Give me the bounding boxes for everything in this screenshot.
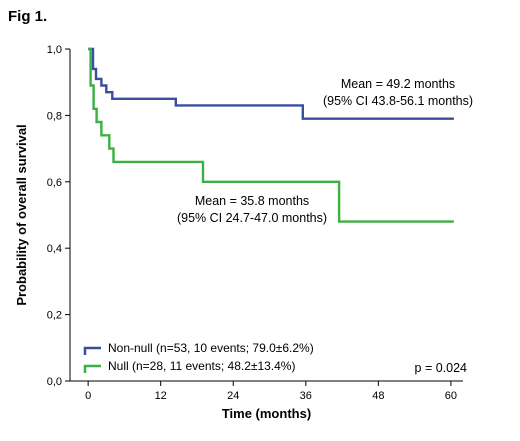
y-tick-label: 0,4 xyxy=(47,243,62,255)
y-axis-title: Probability of overall survival xyxy=(14,124,29,305)
legend-label-null: Null (n=28, 11 events; 48.2±13.4%) xyxy=(108,359,295,373)
y-tick-label: 0,0 xyxy=(47,376,62,388)
legend-swatch-non-null xyxy=(83,346,101,355)
annotation-non-null-mean: Mean = 49.2 months xyxy=(341,77,455,91)
series-line-non-null xyxy=(88,47,454,120)
x-ticks: 0 12 24 36 48 60 xyxy=(85,381,457,402)
annotation-null: Mean = 35.8 months (95% CI 24.7-47.0 mon… xyxy=(177,194,327,225)
x-tick-label: 60 xyxy=(445,390,457,402)
y-tick-label: 0,8 xyxy=(47,110,62,122)
p-value: p = 0.024 xyxy=(415,361,468,375)
annotation-null-ci: (95% CI 24.7-47.0 months) xyxy=(177,211,327,225)
annotation-non-null: Mean = 49.2 months (95% CI 43.8-56.1 mon… xyxy=(323,77,473,108)
y-ticks: 0,0 0,2 0,4 0,6 0,8 1,0 xyxy=(47,44,70,388)
x-tick-label: 0 xyxy=(85,390,91,402)
x-tick-label: 12 xyxy=(155,390,167,402)
x-tick-label: 48 xyxy=(372,390,384,402)
annotation-null-mean: Mean = 35.8 months xyxy=(195,194,309,208)
figure-label: Fig 1. xyxy=(8,8,48,25)
legend-label-non-null: Non-null (n=53, 10 events; 79.0±6.2%) xyxy=(108,341,314,355)
series-lines xyxy=(88,47,454,223)
x-tick-label: 36 xyxy=(300,390,312,402)
y-tick-label: 0,2 xyxy=(47,310,62,322)
y-tick-label: 1,0 xyxy=(47,44,62,56)
x-axis-title: Time (months) xyxy=(222,406,311,421)
legend-swatch-null xyxy=(83,364,101,373)
axes xyxy=(69,49,463,382)
x-tick-label: 24 xyxy=(227,390,239,402)
annotation-non-null-ci: (95% CI 43.8-56.1 months) xyxy=(323,94,473,108)
y-tick-label: 0,6 xyxy=(47,177,62,189)
legend: Non-null (n=53, 10 events; 79.0±6.2%) Nu… xyxy=(83,341,314,373)
series-line-null xyxy=(88,47,454,223)
